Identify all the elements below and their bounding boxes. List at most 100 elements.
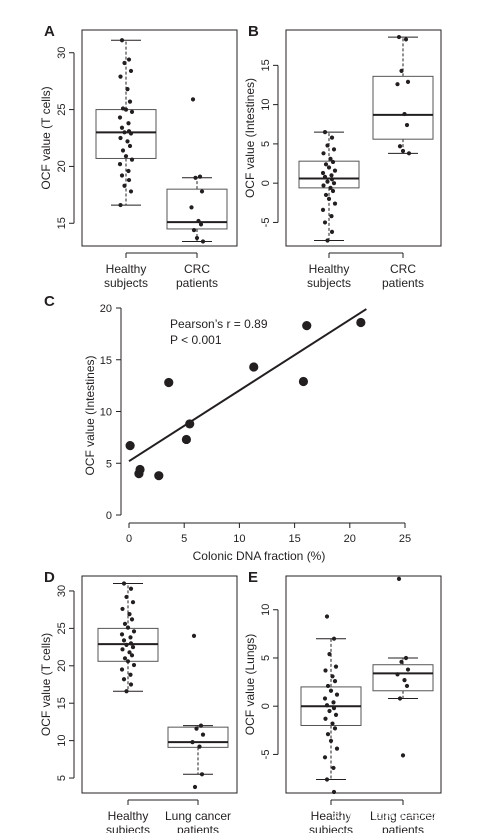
data-point bbox=[164, 377, 174, 388]
y-tick-label: 15 bbox=[56, 217, 68, 229]
data-point bbox=[405, 667, 411, 672]
data-point bbox=[327, 708, 332, 714]
y-tick-label: 15 bbox=[260, 59, 272, 71]
data-point bbox=[328, 738, 334, 744]
data-point bbox=[128, 68, 134, 74]
y-tick-label: 15 bbox=[100, 355, 112, 367]
y-tick-label: 30 bbox=[56, 585, 68, 597]
data-point bbox=[200, 732, 206, 737]
data-point bbox=[330, 159, 336, 165]
category-label: CRC bbox=[184, 262, 210, 276]
data-point bbox=[324, 614, 330, 619]
y-tick-label: 20 bbox=[100, 303, 112, 315]
data-point bbox=[126, 121, 131, 126]
data-point bbox=[128, 641, 134, 646]
data-point bbox=[324, 777, 330, 782]
data-point bbox=[397, 696, 403, 701]
y-tick-label: -5 bbox=[260, 218, 272, 228]
data-point bbox=[403, 37, 409, 42]
data-point bbox=[190, 97, 196, 102]
data-point bbox=[405, 79, 411, 84]
y-tick-label: 10 bbox=[100, 407, 112, 419]
data-point bbox=[326, 196, 332, 201]
category-label: patients bbox=[382, 276, 424, 290]
plot-frame bbox=[81, 29, 238, 247]
data-point bbox=[331, 700, 336, 705]
data-point bbox=[125, 441, 135, 451]
category-label: patients bbox=[176, 276, 218, 290]
data-point bbox=[127, 99, 133, 104]
data-point bbox=[323, 192, 329, 198]
category-label: subjects bbox=[106, 823, 150, 833]
data-point bbox=[121, 638, 127, 643]
data-point bbox=[123, 154, 129, 159]
data-point bbox=[126, 57, 132, 62]
data-point bbox=[395, 672, 400, 677]
data-point bbox=[185, 419, 195, 429]
data-point bbox=[399, 659, 404, 664]
data-point bbox=[322, 130, 328, 135]
data-point bbox=[321, 151, 326, 156]
data-point bbox=[397, 144, 403, 149]
iqr-box bbox=[372, 664, 434, 692]
y-tick-label: 10 bbox=[260, 98, 272, 110]
stats-annotation: Pearson’s r = 0.89 bbox=[170, 317, 268, 331]
data-point bbox=[356, 317, 366, 328]
data-point bbox=[330, 721, 335, 726]
data-point bbox=[125, 625, 131, 630]
panel-letter-c: C bbox=[44, 293, 55, 310]
y-tick-label: 5 bbox=[56, 775, 68, 781]
data-point bbox=[402, 678, 407, 683]
data-point bbox=[191, 227, 197, 233]
data-point bbox=[331, 147, 337, 152]
data-point bbox=[320, 170, 326, 176]
data-point bbox=[128, 131, 134, 136]
data-point bbox=[403, 655, 409, 661]
data-point bbox=[124, 642, 129, 647]
data-point bbox=[122, 621, 128, 626]
data-point bbox=[192, 784, 198, 790]
y-tick-label: -5 bbox=[260, 750, 272, 760]
data-point bbox=[127, 143, 133, 149]
data-point bbox=[189, 205, 194, 210]
data-point bbox=[328, 688, 334, 693]
category-label: Healthy bbox=[309, 262, 350, 276]
data-point bbox=[334, 692, 340, 697]
data-point bbox=[193, 175, 198, 180]
y-tick-label: 20 bbox=[56, 160, 68, 172]
data-point bbox=[135, 464, 145, 475]
data-point bbox=[123, 107, 129, 112]
data-point bbox=[128, 682, 134, 687]
data-point bbox=[117, 162, 123, 167]
data-point bbox=[332, 201, 338, 206]
x-tick-label: 25 bbox=[399, 533, 411, 545]
data-point bbox=[325, 179, 330, 184]
data-point bbox=[402, 111, 407, 117]
data-point bbox=[329, 229, 335, 234]
data-point bbox=[118, 74, 123, 79]
data-point bbox=[396, 34, 402, 40]
x-axis-label: Colonic DNA fraction (%) bbox=[193, 549, 326, 563]
data-point bbox=[332, 168, 338, 173]
category-label: patients bbox=[382, 823, 424, 833]
data-point bbox=[328, 185, 333, 190]
data-point bbox=[322, 696, 328, 701]
data-point bbox=[154, 471, 164, 481]
data-point bbox=[329, 135, 335, 140]
data-point bbox=[198, 723, 204, 728]
data-point bbox=[395, 82, 400, 87]
data-point bbox=[129, 653, 135, 658]
data-point bbox=[119, 38, 125, 43]
data-point bbox=[324, 703, 330, 708]
data-point bbox=[406, 151, 412, 156]
data-point bbox=[126, 168, 131, 174]
data-point bbox=[124, 594, 129, 600]
data-point bbox=[331, 636, 337, 641]
data-point bbox=[127, 612, 132, 617]
data-point bbox=[404, 122, 410, 128]
iqr-box bbox=[298, 160, 360, 189]
data-point bbox=[404, 683, 410, 689]
data-point bbox=[249, 362, 259, 372]
